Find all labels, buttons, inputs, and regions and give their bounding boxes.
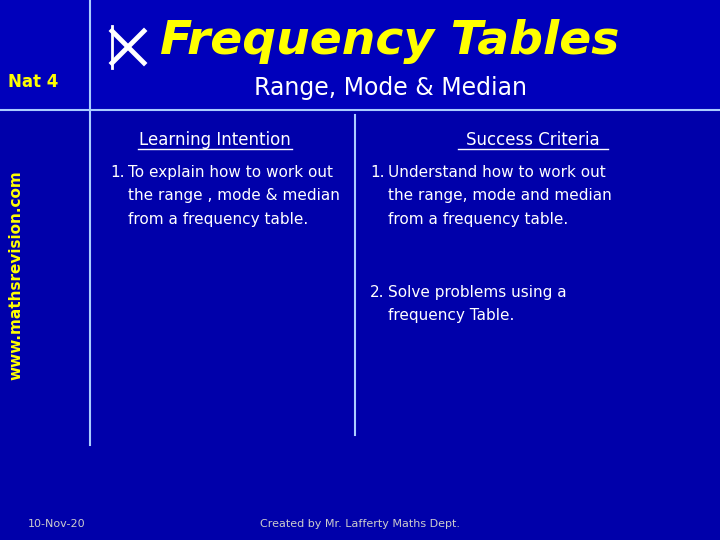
- Text: Learning Intention: Learning Intention: [139, 131, 291, 149]
- Text: Frequency Tables: Frequency Tables: [161, 19, 620, 64]
- Text: Range, Mode & Median: Range, Mode & Median: [253, 76, 526, 100]
- Text: Nat 4: Nat 4: [8, 73, 58, 91]
- Text: 1.: 1.: [110, 165, 125, 180]
- Text: 10-Nov-20: 10-Nov-20: [28, 519, 86, 529]
- Text: www.mathsrevision.com: www.mathsrevision.com: [9, 170, 24, 380]
- Text: Success Criteria: Success Criteria: [466, 131, 600, 149]
- Text: Solve problems using a
frequency Table.: Solve problems using a frequency Table.: [388, 285, 567, 323]
- Text: 1.: 1.: [370, 165, 384, 180]
- Text: Understand how to work out
the range, mode and median
from a frequency table.: Understand how to work out the range, mo…: [388, 165, 612, 227]
- Bar: [0, 0, 720, 110]
- Text: Created by Mr. Lafferty Maths Dept.: Created by Mr. Lafferty Maths Dept.: [260, 519, 460, 529]
- Text: 2.: 2.: [370, 285, 384, 300]
- Text: To explain how to work out
the range , mode & median
from a frequency table.: To explain how to work out the range , m…: [128, 165, 340, 227]
